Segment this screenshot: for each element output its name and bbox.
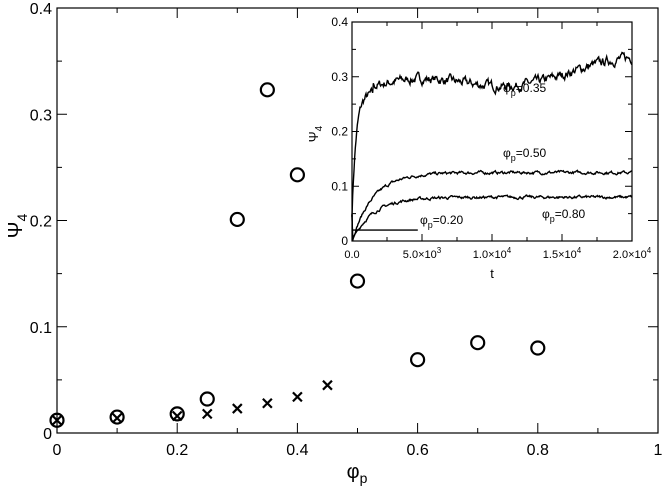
inset-y-tick-label: 0.4 bbox=[331, 15, 348, 29]
inset-y-tick-label: 0 bbox=[341, 234, 348, 248]
cross-marker bbox=[171, 410, 183, 422]
inset-series-line bbox=[351, 169, 633, 240]
circle-marker bbox=[410, 352, 426, 368]
cross-marker bbox=[51, 414, 63, 426]
inset-series-label: φp=0.35 bbox=[503, 81, 546, 98]
inset-plot: 0 0.1 0.2 0.3 0.4 0.0 5.0×103 1.0×104 1.5×104 2.0… bbox=[306, 15, 652, 281]
inset-series-label: φp=0.20 bbox=[420, 213, 463, 230]
cross-marker bbox=[322, 379, 333, 391]
cross-marker bbox=[232, 403, 243, 414]
inset-y-tick-label: 0.2 bbox=[331, 125, 348, 139]
inset-x-tick-label: 0.0 bbox=[344, 249, 359, 261]
x-tick-label: 1 bbox=[654, 442, 663, 459]
inset-series-label: φp=0.50 bbox=[503, 146, 546, 163]
inset-frame bbox=[351, 21, 633, 242]
inset-y-tick-label: 0.3 bbox=[331, 70, 348, 84]
circle-marker bbox=[199, 391, 215, 407]
circle-marker bbox=[470, 335, 486, 351]
inset-series-label: φp=0.80 bbox=[542, 207, 585, 224]
inset-series-line bbox=[351, 194, 633, 241]
y-tick-label: 0 bbox=[43, 426, 52, 443]
y-tick-label: 0.1 bbox=[30, 320, 52, 337]
cross-marker bbox=[292, 391, 303, 403]
inset-y-axis-title: Ψ4 bbox=[306, 125, 325, 142]
inset-x-tick-label: 1.0×104 bbox=[473, 246, 512, 261]
circle-marker bbox=[169, 406, 185, 422]
x-tick-label: 0 bbox=[53, 442, 62, 459]
circle-marker bbox=[289, 167, 305, 183]
circle-marker bbox=[109, 409, 125, 425]
x-tick-label: 0.2 bbox=[166, 442, 188, 459]
main-plot-marks bbox=[49, 82, 546, 428]
cross-marker bbox=[262, 397, 273, 409]
x-tick-label: 0.4 bbox=[286, 442, 308, 459]
circle-marker bbox=[229, 211, 245, 228]
x-tick-label: 0.8 bbox=[527, 442, 549, 459]
circle-marker bbox=[259, 82, 275, 98]
inset-y-tick-label: 0.1 bbox=[331, 179, 348, 193]
y-tick-label: 0.2 bbox=[30, 214, 52, 231]
inset-x-tick-label: 1.5×104 bbox=[543, 246, 582, 261]
circle-marker bbox=[49, 412, 65, 428]
y-tick-label: 0.3 bbox=[30, 107, 52, 124]
main-axis-labels: 0 0.2 0.4 0.6 0.8 1 0 0.1 0.2 0.3 0.4 φp Ψ4 bbox=[5, 1, 663, 486]
inset-x-axis-title: t bbox=[490, 266, 494, 281]
circle-marker bbox=[349, 273, 366, 289]
y-axis-title: Ψ4 bbox=[5, 214, 30, 239]
x-tick-label: 0.6 bbox=[406, 442, 428, 459]
inset-series-line bbox=[351, 51, 633, 217]
cross-marker bbox=[111, 412, 123, 424]
inset-x-tick-label: 2.0×104 bbox=[613, 246, 652, 261]
circle-marker bbox=[530, 340, 546, 356]
cross-marker bbox=[201, 408, 213, 420]
x-axis-title: φp bbox=[347, 461, 368, 486]
inset-x-tick-label: 5.0×103 bbox=[403, 246, 442, 261]
main-plot-area bbox=[56, 7, 659, 434]
y-tick-label: 0.4 bbox=[30, 1, 52, 18]
